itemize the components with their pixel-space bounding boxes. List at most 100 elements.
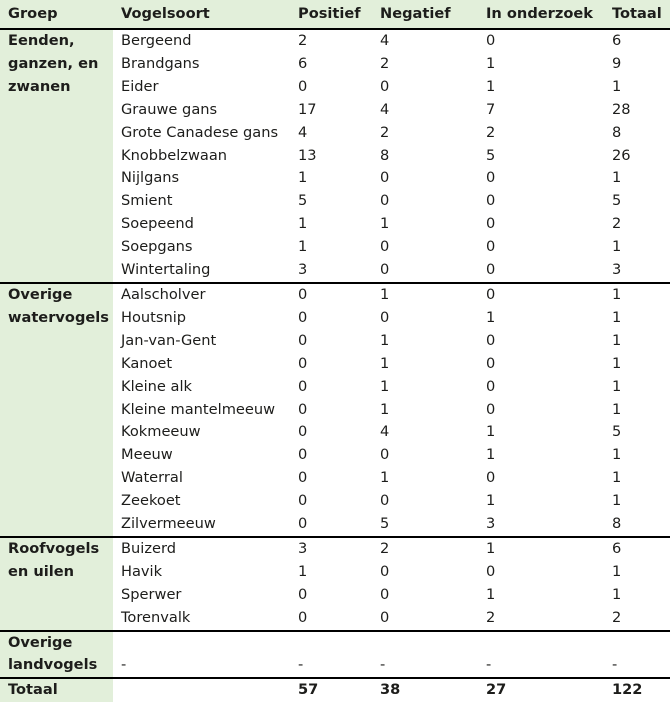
table-row: Eenden, ganzen, en zwanen Bergeend 2 4 0 6 <box>0 29 670 283</box>
value-cell: 0 <box>372 490 478 514</box>
group-cell: Overige watervogels <box>0 281 113 537</box>
value-cell: 2 <box>604 213 670 237</box>
value-cell: 1 <box>372 213 478 237</box>
species-cell: Nijlgans <box>113 167 290 191</box>
value-cell: 1 <box>372 467 478 491</box>
table-row: Kanoet 0 1 0 1 <box>0 352 670 376</box>
value-cell: 0 <box>372 167 478 191</box>
value-cell: 1 <box>478 490 604 514</box>
value-cell: 1 <box>604 490 670 514</box>
value-cell: 0 <box>290 398 372 422</box>
value-cell: 1 <box>604 560 670 584</box>
value-cell: 1 <box>290 167 372 191</box>
total-row: Totaal 57 38 27 122 <box>0 677 670 702</box>
value-cell: 4 <box>372 29 478 53</box>
value-cell: 5 <box>478 144 604 168</box>
value-cell: 0 <box>372 259 478 283</box>
species-cell: Sperwer <box>113 583 290 607</box>
value-cell <box>372 629 478 654</box>
table-row: ----- <box>0 653 670 679</box>
value-cell: 1 <box>478 52 604 76</box>
value-cell: 1 <box>604 281 670 307</box>
value-cell: 0 <box>478 560 604 584</box>
value-cell: 5 <box>604 190 670 214</box>
value-cell: - <box>604 653 670 679</box>
value-cell: 0 <box>290 583 372 607</box>
total-species-cell <box>113 677 290 702</box>
species-cell: Kokmeeuw <box>113 421 290 445</box>
total-label-cell: Totaal <box>0 677 113 702</box>
value-cell: 1 <box>604 167 670 191</box>
table-row: Meeuw 0 0 1 1 <box>0 444 670 468</box>
total-value-cell: 27 <box>478 677 604 702</box>
species-cell: Soepgans <box>113 236 290 260</box>
table-row: Grauwe gans 17 4 7 28 <box>0 98 670 122</box>
value-cell: 2 <box>372 52 478 76</box>
value-cell: 0 <box>478 329 604 353</box>
table-row: Wintertaling 3 0 0 3 <box>0 259 670 283</box>
value-cell: 17 <box>290 98 372 122</box>
species-cell <box>113 629 290 654</box>
value-cell: 1 <box>372 352 478 376</box>
table-row: Eider 0 0 1 1 <box>0 75 670 99</box>
species-cell: Knobbelzwaan <box>113 144 290 168</box>
table-row: Brandgans 6 2 1 9 <box>0 52 670 76</box>
value-cell: 0 <box>290 606 372 631</box>
value-cell: 1 <box>290 213 372 237</box>
col-header-positief: Positief <box>290 0 372 30</box>
value-cell: 0 <box>290 444 372 468</box>
value-cell: 1 <box>372 281 478 307</box>
col-header-vogelsoort: Vogelsoort <box>113 0 290 30</box>
value-cell: - <box>478 653 604 679</box>
value-cell: 3 <box>604 259 670 283</box>
value-cell: 0 <box>290 352 372 376</box>
value-cell: 3 <box>478 513 604 537</box>
species-cell: Kanoet <box>113 352 290 376</box>
value-cell: 0 <box>372 444 478 468</box>
col-header-in-onderzoek: In onderzoek <box>478 0 604 30</box>
value-cell: 1 <box>604 375 670 399</box>
value-cell: 0 <box>290 467 372 491</box>
total-value-cell: 38 <box>372 677 478 702</box>
total-value-cell: 57 <box>290 677 372 702</box>
col-header-negatief: Negatief <box>372 0 478 30</box>
value-cell: 0 <box>478 236 604 260</box>
value-cell: - <box>290 653 372 679</box>
species-cell: Waterral <box>113 467 290 491</box>
value-cell: 0 <box>290 375 372 399</box>
value-cell: 2 <box>478 606 604 631</box>
value-cell: 2 <box>372 121 478 145</box>
value-cell: 1 <box>372 398 478 422</box>
species-cell: Kleine mantelmeeuw <box>113 398 290 422</box>
value-cell: 0 <box>478 281 604 307</box>
value-cell: 0 <box>372 190 478 214</box>
value-cell: 0 <box>290 513 372 537</box>
table-row: Smient 5 0 0 5 <box>0 190 670 214</box>
table-row: Soepgans 1 0 0 1 <box>0 236 670 260</box>
value-cell: 4 <box>290 121 372 145</box>
table-row: Waterral 0 1 0 1 <box>0 467 670 491</box>
table-row: Kokmeeuw 0 4 1 5 <box>0 421 670 445</box>
value-cell: 28 <box>604 98 670 122</box>
value-cell: 8 <box>604 513 670 537</box>
value-cell: 1 <box>478 583 604 607</box>
value-cell: 2 <box>604 606 670 631</box>
value-cell: 1 <box>604 236 670 260</box>
species-cell: Buizerd <box>113 535 290 561</box>
group-cell: Overige landvogels <box>0 629 113 679</box>
value-cell: 1 <box>604 306 670 330</box>
table-row: Roofvogels en uilen Buizerd 3 2 1 6 <box>0 535 670 631</box>
value-cell: 0 <box>372 236 478 260</box>
value-cell: 5 <box>372 513 478 537</box>
table-row: Havik 1 0 0 1 <box>0 560 670 584</box>
value-cell: 0 <box>478 375 604 399</box>
value-cell: 4 <box>372 98 478 122</box>
species-cell: Brandgans <box>113 52 290 76</box>
value-cell: 1 <box>478 444 604 468</box>
species-cell: Bergeend <box>113 29 290 53</box>
table-row: Nijlgans 1 0 0 1 <box>0 167 670 191</box>
col-header-totaal: Totaal <box>604 0 670 30</box>
value-cell: 0 <box>478 259 604 283</box>
value-cell: 1 <box>478 535 604 561</box>
value-cell: 0 <box>372 560 478 584</box>
